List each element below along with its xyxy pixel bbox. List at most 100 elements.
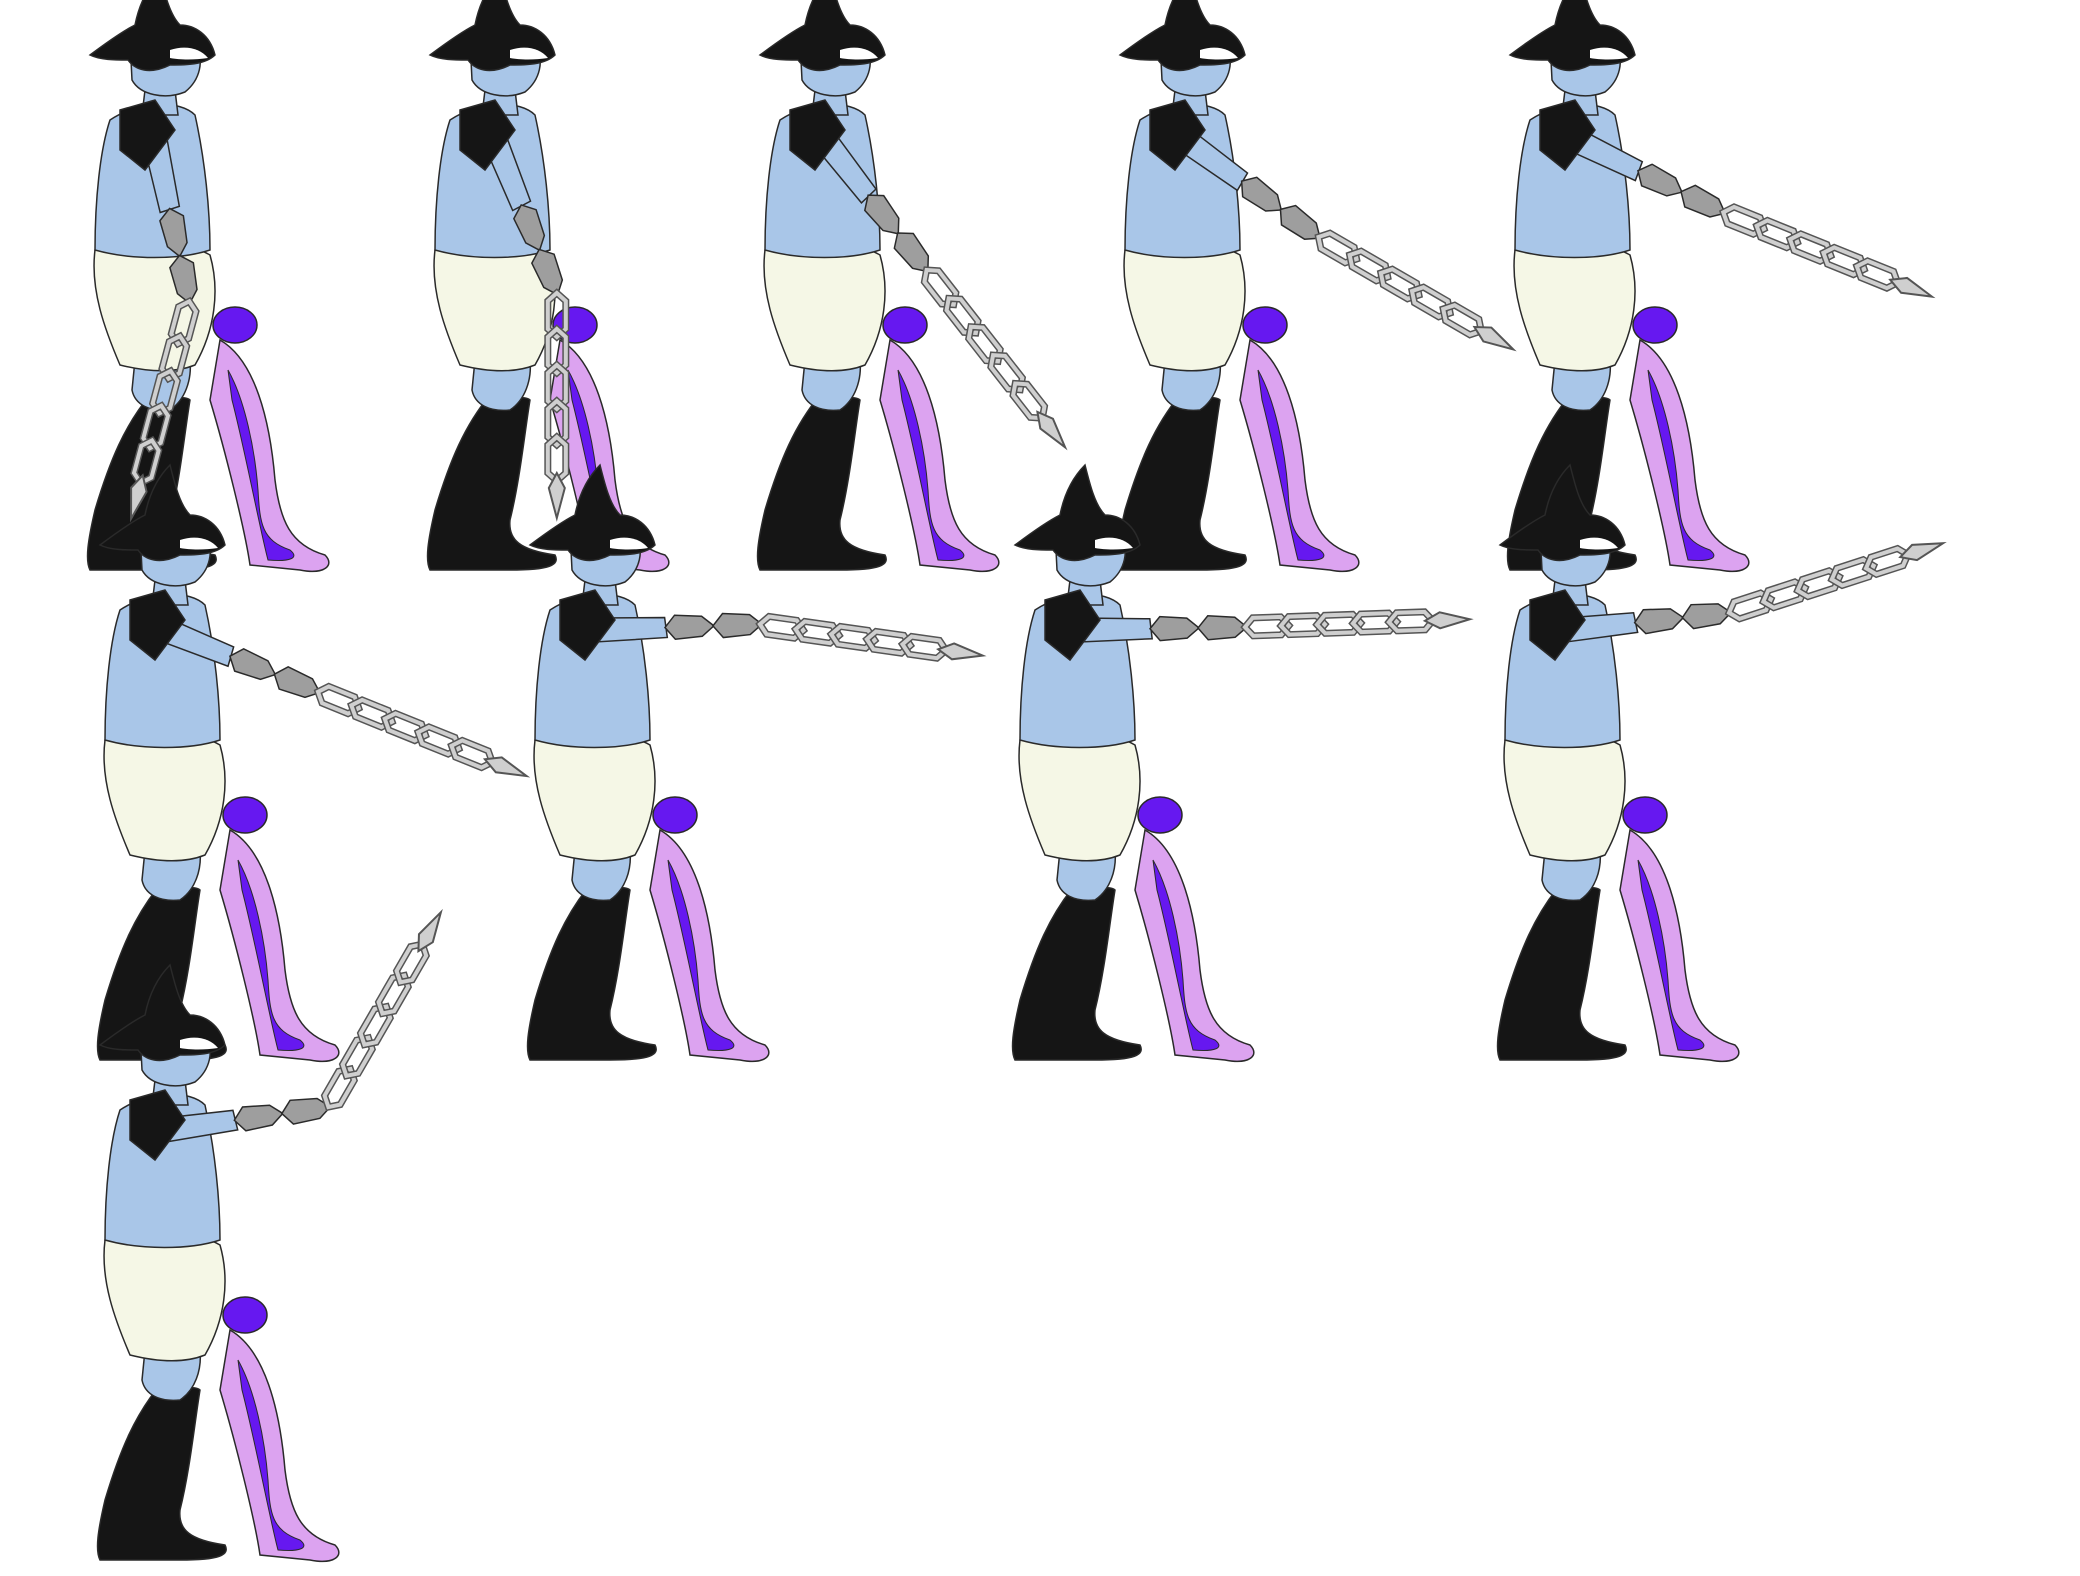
chain-link-highlight [141, 403, 171, 451]
chain-icon [313, 682, 531, 778]
shoulder-pad [1149, 99, 1206, 172]
chain-link-highlight [1378, 267, 1422, 301]
chain-link-highlight [1314, 612, 1364, 636]
shoulder-pad [1529, 589, 1586, 662]
shorts [533, 732, 656, 862]
chain-arm [593, 612, 987, 662]
front-boot [1116, 394, 1247, 571]
chain-link-highlight [545, 398, 568, 448]
sprite-frame-6 [96, 463, 531, 1062]
chain-link-highlight [1278, 613, 1328, 637]
chain-link-highlight [966, 324, 1003, 364]
chain-link-highlight [1347, 249, 1391, 283]
back-leg-core [1152, 859, 1220, 1051]
chain-link-highlight [1795, 568, 1842, 599]
chain-link-highlight [1760, 579, 1808, 610]
sprite-frame-1 [86, 0, 330, 572]
chain-icon [1314, 229, 1517, 352]
chain-link-highlight [169, 298, 199, 347]
chain-link-highlight [1829, 557, 1877, 588]
visor-slit [1200, 47, 1238, 60]
chain-tip [936, 642, 987, 661]
blade-segment-2 [1681, 603, 1733, 630]
chain-link-highlight [358, 1004, 393, 1048]
shorts [1018, 732, 1141, 862]
visor-slit [1590, 47, 1628, 60]
back-fist [882, 306, 928, 344]
helmet-icon [1498, 463, 1626, 562]
visor-slit [1580, 537, 1618, 550]
blade-segment-1 [228, 647, 277, 681]
chain-icon [755, 612, 987, 662]
back-fist [1137, 796, 1183, 834]
chain-link-highlight [449, 738, 495, 770]
shoulder-pad [789, 99, 846, 172]
front-boot [426, 394, 557, 571]
chain-link-highlight [864, 629, 914, 656]
visor-slit [610, 537, 648, 550]
chain-icon [920, 266, 1068, 451]
chain-arm [1176, 129, 1517, 352]
chain-link-highlight [348, 697, 395, 730]
blade-segment-1 [1149, 615, 1201, 642]
blade-segment-1 [1633, 608, 1685, 635]
front-boot [526, 884, 657, 1061]
visor-slit [180, 537, 218, 550]
blade-segment-1 [233, 1104, 285, 1132]
chain-link-highlight [1754, 218, 1800, 250]
visor-slit [170, 47, 208, 60]
chain-link-highlight [322, 1066, 357, 1110]
chain-link-highlight [545, 326, 568, 376]
chain-link-highlight [1720, 204, 1767, 237]
chain-link-highlight [1863, 546, 1911, 577]
sprite-frame-9 [1496, 463, 1947, 1062]
chain-icon [320, 908, 443, 1112]
chain-link-highlight [376, 973, 411, 1016]
back-leg-core [1637, 859, 1705, 1051]
chain-tip [1898, 542, 1947, 562]
chain-link-highlight [1726, 590, 1774, 622]
sprite-frame-8 [1011, 463, 1474, 1062]
helmet-icon [1508, 0, 1636, 72]
chain-link-highlight [1854, 258, 1901, 291]
chain-icon [1724, 542, 1947, 623]
back-leg-core [237, 1359, 305, 1551]
visor-slit [1095, 537, 1133, 550]
helmet-icon [528, 463, 656, 562]
chain-link-highlight [315, 684, 362, 716]
visor-slit [510, 47, 548, 60]
chain-link-highlight [988, 353, 1025, 392]
shorts [103, 1232, 226, 1362]
sprite-frame-10 [96, 908, 443, 1562]
chain-tip [547, 470, 566, 522]
blade-segment-2 [711, 612, 764, 639]
chain-link-highlight [757, 614, 807, 641]
chain-tip [1036, 410, 1068, 451]
back-fist [1622, 796, 1668, 834]
chain-tip [482, 756, 531, 778]
chain-tip [1888, 276, 1936, 299]
shorts [763, 242, 886, 372]
chain-link-highlight [545, 362, 568, 412]
chain-tip [417, 908, 443, 953]
helmet-icon [1118, 0, 1246, 72]
back-fist [222, 1296, 268, 1334]
helmet-icon [88, 0, 216, 72]
chain-arm [1079, 608, 1474, 643]
chain-link-highlight [792, 619, 842, 646]
back-leg-core [1647, 369, 1715, 561]
chain-link-highlight [828, 624, 878, 651]
helmet-icon [98, 963, 226, 1062]
sprite-frame-4 [1116, 0, 1517, 572]
sprite-frame-3 [756, 0, 1068, 572]
chain-link-highlight [415, 724, 462, 757]
shoulder-pad [129, 1089, 186, 1162]
front-boot [756, 394, 887, 571]
shoulder-pad [119, 99, 176, 172]
front-boot [1496, 884, 1627, 1061]
shorts [1513, 242, 1636, 372]
helmet-icon [428, 0, 556, 72]
visor-slit [180, 1037, 218, 1050]
chain-link-highlight [1787, 231, 1834, 264]
